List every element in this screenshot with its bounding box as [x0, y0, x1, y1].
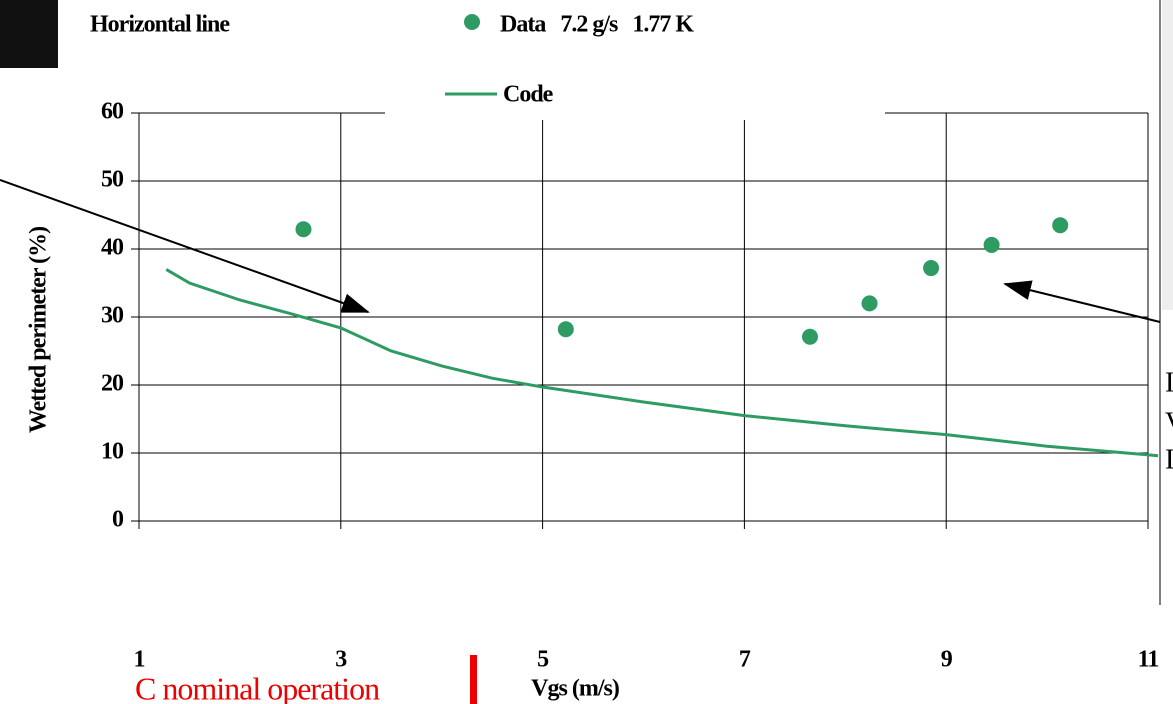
corner-block — [0, 0, 58, 68]
code-line — [165, 268, 1159, 458]
legend-label: Code — [503, 82, 554, 108]
side-panel — [1162, 0, 1173, 310]
annotation: I — [1165, 444, 1173, 475]
arrow — [0, 179, 370, 313]
data-point — [801, 328, 818, 345]
data-point — [983, 236, 1000, 253]
y-tick-label: 20 — [101, 371, 124, 397]
arrow — [1003, 280, 1161, 323]
legend-box — [385, 75, 885, 120]
x-tick-label: 9 — [941, 647, 953, 673]
data-point — [557, 321, 574, 338]
x-tick-label: 1 — [134, 647, 145, 673]
y-tick-label: 0 — [112, 507, 124, 533]
top-annotation: Horizontal line — [90, 12, 230, 38]
x-axis-label: Vgs (m/s) — [531, 676, 619, 702]
legend-label: Data 7.2 g/s 1.77 K — [500, 12, 694, 38]
legend-marker — [464, 14, 480, 30]
x-tick-label: 11 — [1138, 647, 1159, 673]
data-point — [923, 260, 940, 277]
x-tick-label: 5 — [537, 647, 549, 673]
y-axis-label: Wetted perimeter (%) — [26, 227, 52, 433]
data-point — [1052, 217, 1069, 234]
annotation: I — [1165, 367, 1173, 398]
y-tick-label: 50 — [101, 167, 124, 193]
annotation: V — [1165, 407, 1173, 438]
x-tick-label: 3 — [335, 647, 347, 673]
data-point — [295, 221, 312, 238]
x-tick-label: 7 — [739, 647, 751, 673]
y-tick-label: 60 — [101, 99, 124, 125]
red-bar — [470, 655, 477, 704]
y-tick-label: 40 — [101, 235, 124, 261]
y-tick-label: 10 — [101, 439, 124, 465]
data-point — [861, 295, 878, 312]
y-tick-label: 30 — [101, 303, 124, 329]
annotation: C nominal operation — [135, 670, 380, 704]
